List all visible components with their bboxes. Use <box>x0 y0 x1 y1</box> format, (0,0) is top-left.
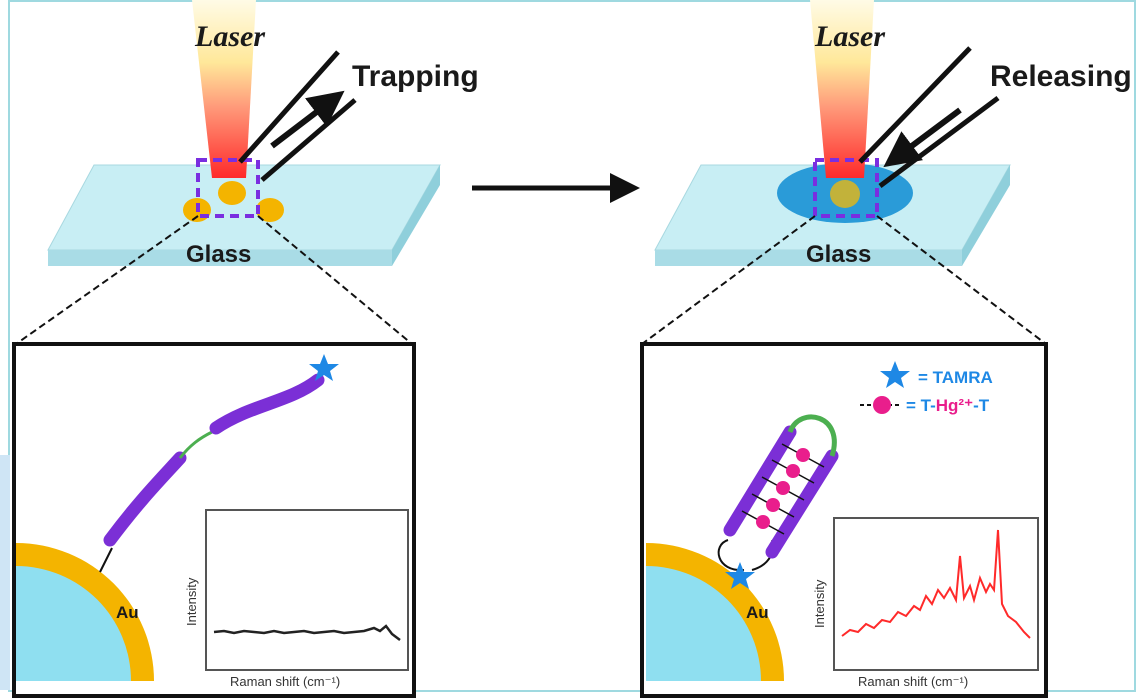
trapping-arrow-3 <box>260 98 357 182</box>
laser-beam <box>192 0 256 178</box>
inset-xlabel-right: Raman shift (cm⁻¹) <box>858 674 968 689</box>
legend-star-icon <box>880 361 910 388</box>
glass-slab-side <box>392 165 440 266</box>
dna-strand-lower <box>103 451 187 547</box>
releasing-arrow-2 <box>883 107 962 168</box>
zoom-line-right-a <box>641 215 816 345</box>
au-core-right <box>646 566 761 681</box>
page-left-edge-fill <box>0 455 10 690</box>
hg-ion-3 <box>776 481 790 495</box>
hg-ion-5 <box>796 448 810 462</box>
laser-label: Laser <box>194 20 265 53</box>
au-label-left: Au <box>116 603 139 622</box>
dna-strand-upper <box>209 373 325 435</box>
au-core-left <box>16 566 131 681</box>
trapping-label: Trapping <box>352 60 479 93</box>
legend-thg-suffix: -T <box>973 396 990 415</box>
glass-label-left: Glass <box>186 241 251 268</box>
spectrum-trace-flat <box>213 624 401 641</box>
trapping-arrow-2 <box>270 90 345 149</box>
trap-focus-box-right <box>813 158 879 218</box>
tamra-star-icon-right <box>725 562 755 589</box>
right-panel: Laser Releasing Glass = TAMRA = T-Hg²⁺-T… <box>640 0 1132 698</box>
hairpin-loop <box>787 414 837 457</box>
laser-label-right: Laser <box>814 20 885 53</box>
hairpin-stem-right <box>765 449 839 559</box>
releasing-arrow-1 <box>858 46 972 164</box>
glass-slab-side-right <box>962 165 1010 266</box>
releasing-arrow-3 <box>878 95 1000 189</box>
zoom-line-right-b <box>876 215 1047 345</box>
glass-slab-front-right <box>655 250 962 266</box>
inset-xlabel-left: Raman shift (cm⁻¹) <box>230 674 340 689</box>
inset-ylabel-left: Intensity <box>184 577 199 626</box>
au-particle-right <box>256 198 284 222</box>
tamra-star-icon-left <box>309 354 339 381</box>
inset-plot-left <box>205 509 409 671</box>
hg-ion-2 <box>766 498 780 512</box>
zoom-line-left-a <box>15 215 199 345</box>
trap-focus-box <box>196 158 260 218</box>
legend-thg: = T-Hg²⁺-T <box>906 396 990 415</box>
dna-loop-open <box>178 430 213 459</box>
legend-hg-dot-icon <box>873 396 891 414</box>
hairpin-stem-left <box>723 425 797 537</box>
hg-ion-1 <box>756 515 770 529</box>
hg-ion-4 <box>786 464 800 478</box>
left-panel: Laser Trapping Glass Au Intensity Raman … <box>12 0 479 698</box>
inset-ylabel-right: Intensity <box>812 579 827 628</box>
glass-label-right: Glass <box>806 241 871 268</box>
zoom-line-left-b <box>257 215 413 345</box>
figure-frame <box>8 0 1136 692</box>
au-particle-center <box>218 181 246 205</box>
legend-tamra: = TAMRA <box>918 368 993 387</box>
legend-thg-prefix: = T- <box>906 396 936 415</box>
au-label-right: Au <box>746 603 769 622</box>
trapping-arrow-1 <box>238 50 340 164</box>
legend-thg-hg: Hg²⁺ <box>936 396 973 415</box>
au-particle-released <box>830 180 860 208</box>
releasing-label: Releasing <box>990 60 1132 93</box>
spectrum-trace-peaks <box>841 529 1031 639</box>
laser-beam-right <box>810 0 874 178</box>
dna-linker-left <box>99 547 113 573</box>
